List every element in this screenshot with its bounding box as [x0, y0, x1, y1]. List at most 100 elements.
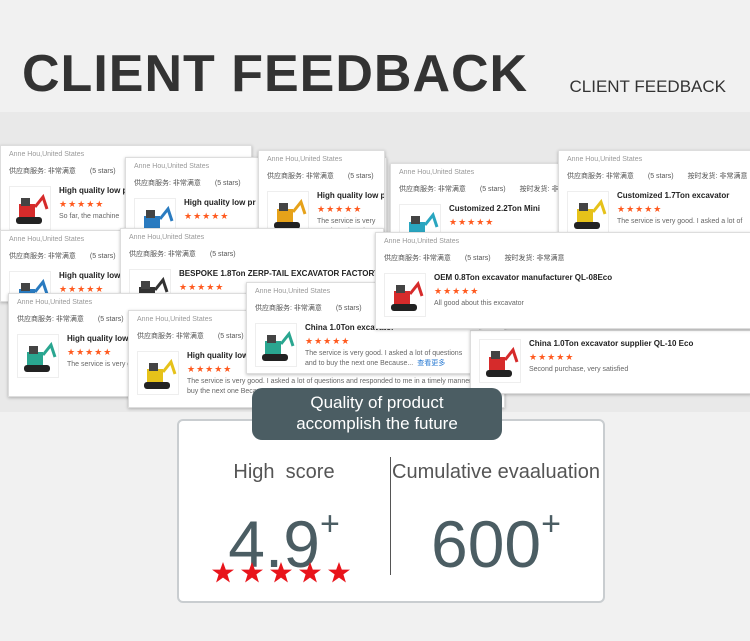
page-subtitle: CLIENT FEEDBACK — [569, 77, 726, 96]
delivery-rating: 按时发货: 非常满意 — [519, 186, 571, 193]
banner-line: accomplish the future — [296, 414, 458, 433]
review-card: Anne Hou,United States 供应商服务: 非常满意 (5 star… — [375, 232, 750, 329]
service-rating: 供应商服务: 非常满意 — [137, 333, 204, 340]
reviewer: Anne Hou,United States — [9, 236, 85, 243]
stats-box: High score 4.9+ Cumulative evaaluation 6… — [177, 419, 605, 603]
stat-value: 600+ — [391, 484, 601, 584]
star-count: (5 stars) — [214, 180, 241, 187]
rating-stars — [184, 211, 229, 222]
product-title: High quality low price — [317, 191, 385, 200]
star-count: (5 stars) — [89, 253, 116, 260]
star-count: (5 stars) — [464, 255, 491, 262]
divider — [390, 457, 391, 575]
product-image — [9, 271, 51, 301]
review-meta: 供应商服务: 非常满意 (5 stars) 按时发货: 非常满意 — [399, 184, 571, 194]
stat: High score 4.9+ — [179, 461, 389, 584]
service-rating: 供应商服务: 非常满意 — [17, 316, 84, 323]
reviewer: Anne Hou,United States — [137, 316, 213, 323]
reviewer: Anne Hou,United States — [255, 288, 331, 295]
excavator-icon — [486, 346, 519, 377]
rating-stars — [434, 286, 479, 297]
product-title: China 1.0Ton excavator — [305, 323, 395, 332]
stat-number: 4.9 — [228, 507, 320, 581]
review-meta: 供应商服务: 非常满意 (5 stars) — [255, 303, 376, 313]
excavator-icon — [16, 193, 49, 224]
product-image — [567, 191, 609, 235]
review-card: Anne Hou,United States 供应商服务: 非常满意 (5 star… — [0, 230, 132, 302]
review-text: The service is very good. I asked a lot … — [187, 378, 495, 395]
stat-value: 4.9+ — [179, 484, 389, 584]
product-title: High quality low — [67, 334, 129, 343]
service-rating: 供应商服务: 非常满意 — [134, 180, 201, 187]
star-count: (5 stars) — [89, 168, 116, 175]
review-meta: 供应商服务: 非常满意 (5 stars) — [17, 314, 138, 324]
product-title: High quality low p — [59, 186, 128, 195]
reviewer: Anne Hou,United States — [399, 169, 475, 176]
excavator-icon — [262, 330, 295, 361]
product-image — [17, 334, 59, 378]
rating-stars — [317, 204, 362, 215]
star-count: (5 stars) — [647, 173, 674, 180]
score-stars — [212, 562, 350, 583]
banner-line: Quality of product — [310, 393, 444, 412]
review-meta: 供应商服务: 非常满意 (5 stars) — [9, 166, 130, 176]
service-rating: 供应商服务: 非常满意 — [567, 173, 634, 180]
star-count: (5 stars) — [97, 316, 124, 323]
reviewer: Anne Hou,United States — [129, 234, 205, 241]
product-title: BESPOKE 1.8Ton ZERP-TAIL EXCAVATOR FACTO… — [179, 269, 380, 278]
rating-stars — [529, 352, 574, 363]
excavator-icon — [574, 198, 607, 229]
rating-stars — [179, 282, 224, 293]
review-text: Second purchase, very satisfied — [529, 366, 629, 373]
review-text: All good about this excavator — [434, 300, 524, 307]
rating-stars — [449, 217, 494, 228]
product-image — [137, 351, 179, 395]
page-title: CLIENT FEEDBACK — [22, 45, 529, 103]
service-rating: 供应商服务: 非常满意 — [9, 253, 76, 260]
review-card: China 1.0Ton excavator supplier QL-10 Ec… — [470, 330, 750, 394]
product-image — [479, 339, 521, 383]
stat-number: 600 — [431, 507, 542, 581]
review-meta: 供应商服务: 非常满意 (5 stars) — [134, 178, 255, 188]
service-rating: 供应商服务: 非常满意 — [399, 186, 466, 193]
product-title: China 1.0Ton excavator supplier QL-10 Ec… — [529, 339, 694, 348]
reviewer: Anne Hou,United States — [17, 299, 93, 306]
star-count: (5 stars) — [335, 305, 362, 312]
reviewer: Anne Hou,United States — [267, 156, 343, 163]
service-rating: 供应商服务: 非常满意 — [9, 168, 76, 175]
stat-label: Cumulative evaaluation — [392, 461, 600, 483]
stat-label: High score — [233, 461, 335, 483]
product-title: OEM 0.8Ton excavator manufacturer QL-08E… — [434, 273, 613, 282]
review-meta: 供应商服务: 非常满意 (5 stars) — [9, 251, 130, 261]
star-count: (5 stars) — [347, 173, 374, 180]
rating-stars — [59, 199, 104, 210]
reviewer: Anne Hou,United States — [9, 151, 85, 158]
rating-stars — [617, 204, 662, 215]
review-meta: 供应商服务: 非常满意 (5 stars) — [129, 249, 250, 259]
star-count: (5 stars) — [209, 251, 236, 258]
review-meta: 供应商服务: 非常满意 (5 stars) 按时发货: 非常满意 — [384, 253, 578, 263]
stat-suffix: + — [541, 505, 561, 543]
review-text: So far, the machine — [59, 213, 120, 220]
product-title: Customized 1.7Ton excavator — [617, 191, 730, 200]
product-title: Customized 2.2Ton Mini — [449, 204, 540, 213]
see-more-link: 查看更多 — [417, 360, 446, 367]
delivery-rating: 按时发货: 非常满意 — [504, 255, 565, 262]
stat-suffix: + — [319, 505, 340, 543]
product-image — [384, 273, 426, 317]
service-rating: 供应商服务: 非常满意 — [384, 255, 451, 262]
reviewer: Anne Hou,United States — [567, 156, 643, 163]
review-text: The service is very good. I asked a lot … — [305, 350, 463, 367]
rating-stars — [187, 364, 232, 375]
excavator-icon — [391, 280, 424, 311]
product-image — [9, 186, 51, 230]
service-rating: 供应商服务: 非常满意 — [255, 305, 322, 312]
review-card: Anne Hou,United States 供应商服务: 非常满意 (5 star… — [558, 150, 750, 237]
review-text: The service is very good. I asked a lot … — [617, 218, 743, 225]
review-meta: 供应商服务: 非常满意 (5 stars) — [267, 171, 384, 181]
rating-stars — [67, 347, 112, 358]
review-meta: 供应商服务: 非常满意 (5 stars) — [137, 331, 258, 341]
reviewer: Anne Hou,United States — [384, 238, 460, 245]
service-rating: 供应商服务: 非常满意 — [267, 173, 334, 180]
